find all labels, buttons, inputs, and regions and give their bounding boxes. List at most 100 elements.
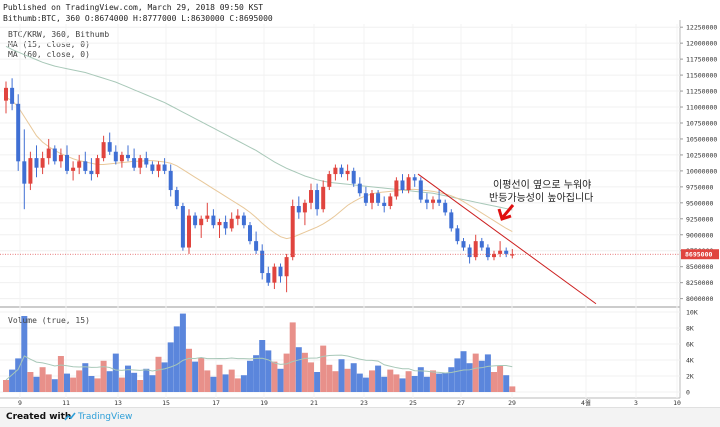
candle-body <box>28 158 33 184</box>
footer-bar: Created with TradingView <box>0 407 720 427</box>
volume-bar <box>356 373 363 392</box>
volume-bar <box>70 377 77 392</box>
volume-bar <box>308 362 314 392</box>
candle-body <box>382 202 387 207</box>
price-tick-label: 10250000 <box>686 151 717 159</box>
candle-body <box>58 154 63 162</box>
price-tick-label: 12000000 <box>686 40 717 48</box>
volume-bar <box>39 367 46 392</box>
candle-body <box>296 206 301 213</box>
last-price-label: 8695000 <box>685 251 712 259</box>
price-tick-label: 9000000 <box>686 231 713 239</box>
published-text: Published on TradingView.com, March 29, … <box>3 3 264 12</box>
candle-body <box>309 190 313 203</box>
volume-bar <box>344 368 351 392</box>
candle-body <box>89 170 94 175</box>
volume-bar <box>301 352 308 392</box>
volume-tick-label: 6K <box>686 341 694 349</box>
tradingview-brand-link[interactable]: TradingView <box>78 412 133 422</box>
candle-body <box>504 250 509 254</box>
volume-tick-label: 4K <box>686 357 694 365</box>
symbol-legend[interactable]: BTC/KRW, 360, Bithumb <box>8 30 110 39</box>
volume-bar <box>484 354 491 392</box>
volume-bar <box>503 375 510 392</box>
candle-body <box>235 215 240 219</box>
candle-body <box>65 154 69 171</box>
candle-body <box>266 273 271 283</box>
time-tick-label: 11 <box>62 399 70 407</box>
candle-body <box>406 177 411 191</box>
time-tick-label: 27 <box>457 399 465 407</box>
volume-legend[interactable]: Volume (true, 15) <box>8 316 90 325</box>
volume-bar <box>9 369 16 392</box>
volume-bar <box>118 377 125 392</box>
volume-bar <box>393 374 400 392</box>
volume-bar <box>436 373 443 392</box>
volume-bar <box>326 364 333 392</box>
candle-body <box>431 199 435 203</box>
volume-bar <box>88 376 95 392</box>
candle-body <box>315 190 320 210</box>
created-with-label: Created with <box>6 412 72 422</box>
volume-bar <box>210 376 217 392</box>
time-tick-label: 3 <box>634 399 638 407</box>
price-tick-label: 8250000 <box>686 279 713 287</box>
ma15-legend[interactable]: MA (15, close, 0) <box>8 40 90 49</box>
volume-bar <box>423 376 430 392</box>
volume-tick-label: 0 <box>686 389 690 397</box>
candle-body <box>339 167 344 175</box>
price-tick-label: 9500000 <box>686 199 713 207</box>
volume-bar <box>338 359 345 392</box>
candle-body <box>278 266 283 277</box>
volume-bar <box>320 345 327 392</box>
volume-bar <box>155 356 162 392</box>
volume-bar <box>271 361 278 392</box>
volume-bar <box>405 371 412 392</box>
candle-body <box>376 193 381 203</box>
candle-body <box>345 170 350 175</box>
volume-bar <box>411 376 418 392</box>
price-tick-label: 8500000 <box>686 263 713 271</box>
time-tick-label: 25 <box>409 399 417 407</box>
candle-body <box>229 218 234 229</box>
candle-body <box>113 151 118 162</box>
candle-body <box>10 87 15 104</box>
tradingview-logo-icon[interactable] <box>64 412 76 422</box>
candle-body <box>388 196 393 207</box>
volume-bar <box>417 367 424 392</box>
candle-body <box>455 228 460 242</box>
candle-body <box>132 158 137 168</box>
candle-body <box>357 183 362 194</box>
candle-body <box>321 186 326 210</box>
volume-bar <box>100 360 107 392</box>
candle-body <box>223 221 228 229</box>
candle-body <box>52 148 57 162</box>
time-tick-label: 4월 <box>581 398 591 407</box>
volume-bar <box>381 376 388 392</box>
volume-bar <box>82 363 89 392</box>
price-chart[interactable]: 8000000825000085000008750000900000092500… <box>0 0 720 407</box>
candle-body <box>394 180 399 197</box>
volume-bar <box>265 350 272 392</box>
candle-body <box>187 215 191 248</box>
volume-tick-label: 10K <box>686 309 698 317</box>
candle-body <box>46 148 51 159</box>
volume-bar <box>362 377 369 392</box>
price-tick-label: 9750000 <box>686 183 713 191</box>
candle-body <box>162 164 167 171</box>
ma60-legend[interactable]: MA (60, close, 0) <box>8 50 90 59</box>
volume-bar <box>33 376 40 392</box>
time-tick-label: 17 <box>212 399 220 407</box>
candle-body <box>71 167 76 171</box>
volume-bar <box>179 313 186 392</box>
candle-body <box>254 241 259 251</box>
candle-body <box>290 206 295 258</box>
volume-bar <box>283 353 290 392</box>
price-tick-label: 8000000 <box>686 295 713 303</box>
volume-bar <box>247 360 253 392</box>
annotation-line2: 반등가능성이 높아집니다 <box>489 192 593 204</box>
volume-bar <box>472 353 479 392</box>
volume-bar <box>222 374 229 392</box>
time-tick-label: 9 <box>18 399 22 407</box>
volume-bar <box>399 378 406 392</box>
